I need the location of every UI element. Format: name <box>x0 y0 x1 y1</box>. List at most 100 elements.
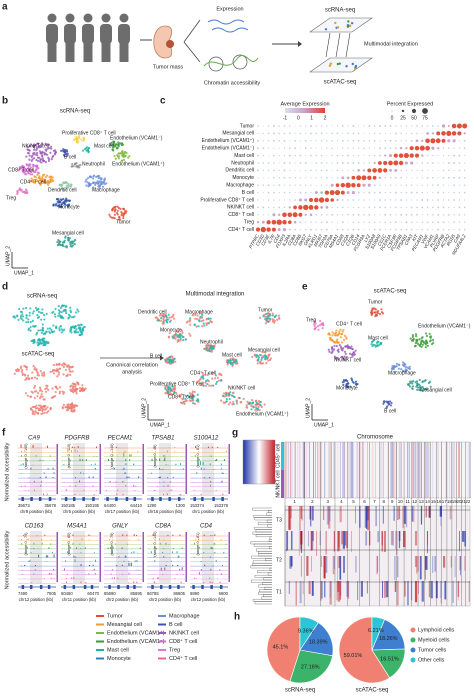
peak <box>67 449 69 453</box>
cell-dot <box>424 346 427 349</box>
cell-dot <box>58 386 62 389</box>
dot <box>304 198 308 202</box>
value-label: 16.51% <box>380 657 399 663</box>
chromosome-label: 16 <box>436 499 442 504</box>
dot <box>352 139 355 142</box>
peak <box>129 578 131 579</box>
cell-dot <box>50 147 53 150</box>
cell-dot <box>49 145 53 148</box>
cell-dot <box>36 151 39 155</box>
cell-dot <box>199 311 202 314</box>
cell-dot <box>36 173 39 177</box>
dot <box>331 221 333 223</box>
dot <box>398 160 404 166</box>
cell-dot <box>24 392 28 395</box>
cnv-streak <box>394 442 396 498</box>
dot <box>458 213 461 216</box>
dot <box>458 176 461 179</box>
dot <box>431 132 435 135</box>
dot <box>299 154 302 157</box>
peak <box>22 463 24 466</box>
cell-dot <box>181 331 184 334</box>
dot <box>351 175 356 180</box>
peak <box>138 569 140 571</box>
cell-dot <box>38 396 42 400</box>
peak <box>153 556 155 558</box>
cell-dot <box>64 406 67 409</box>
plane-dot <box>345 64 348 68</box>
cell-dot <box>46 384 49 388</box>
cell-dot <box>313 324 316 328</box>
dot <box>411 125 413 127</box>
dot <box>288 132 291 135</box>
peak <box>210 547 212 549</box>
dot <box>287 212 293 218</box>
peak <box>123 560 125 562</box>
dot <box>282 228 287 232</box>
dot <box>442 206 445 209</box>
cell-dot <box>86 181 89 184</box>
cell-dot <box>38 404 41 407</box>
dot <box>373 191 376 194</box>
coord-label: 6890 <box>190 591 200 596</box>
cell-dot <box>351 355 354 358</box>
pie-slice <box>289 649 333 684</box>
cnv-streak <box>421 442 422 498</box>
dot <box>432 154 434 157</box>
cell-dot <box>333 344 336 348</box>
cell-dot <box>41 157 44 160</box>
peak <box>154 447 156 448</box>
peak <box>194 446 196 448</box>
dot <box>320 184 323 186</box>
gene-name: CD4 <box>200 524 213 530</box>
cell-dot <box>201 371 204 375</box>
cnv-streak <box>333 531 335 552</box>
peak <box>115 481 117 483</box>
coord-label: 35678 <box>44 503 56 508</box>
dot <box>458 221 461 223</box>
cnv-streak <box>397 506 399 521</box>
dot <box>273 176 275 179</box>
cell-dot <box>82 388 85 391</box>
cell-dot <box>66 373 69 376</box>
dot <box>389 191 392 194</box>
cell-dot <box>350 353 354 356</box>
cell-dot <box>345 384 348 387</box>
cell-dot <box>69 373 72 377</box>
cnv-streak <box>427 442 428 498</box>
peak <box>44 534 46 536</box>
peak <box>162 574 164 575</box>
cell-dot <box>81 328 84 331</box>
dot <box>421 139 424 142</box>
range-label: (range 0 - 140) <box>110 443 114 469</box>
dot <box>394 176 397 179</box>
dot <box>395 125 397 127</box>
peak <box>158 477 160 479</box>
panel-letter: a <box>2 2 8 13</box>
cell-dot <box>62 153 66 156</box>
cell-dot <box>216 376 219 379</box>
dot <box>399 146 403 150</box>
dot <box>363 229 365 231</box>
cell-dot <box>111 148 114 151</box>
cnv-streak <box>290 442 291 498</box>
cell-dot <box>46 153 49 156</box>
cnv-streak <box>367 506 370 531</box>
dot <box>352 221 355 223</box>
cell-dot <box>120 210 123 214</box>
dot <box>373 228 376 231</box>
dot <box>336 198 339 202</box>
peak <box>122 534 124 536</box>
cnv-streak <box>415 442 416 498</box>
dot <box>336 206 339 209</box>
cell-dot <box>203 347 206 350</box>
peak <box>210 568 212 571</box>
axis-label: chr2 position (kb) <box>106 597 139 602</box>
cnv-streak <box>295 442 296 498</box>
cluster-label: Endothelium (VCAM1⁻) <box>110 135 163 141</box>
cluster-label: Macrophage <box>185 309 213 315</box>
tumor-label: T2 <box>276 557 282 563</box>
peak <box>125 472 127 474</box>
cnv-streak <box>400 442 402 498</box>
cell-dot <box>335 357 338 360</box>
